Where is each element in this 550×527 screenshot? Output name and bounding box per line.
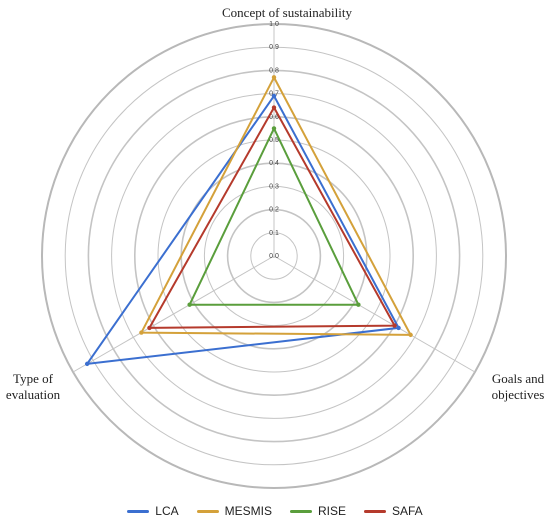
series-mesmis-point [139,330,144,335]
axis-label: Goals and objectives [492,371,545,402]
legend-item-rise: RISE [289,504,346,518]
radar-axis-labels: Concept of sustainability Goals and object… [6,5,545,402]
series-lca-point [84,361,90,367]
legend-swatch [289,509,312,513]
legend-label: SAFA [392,504,423,518]
legend: LCA MESMIS RISE SAFA [0,504,550,518]
series-mesmis-line [140,76,412,336]
tick-label: 0.9 [269,44,279,51]
legend-label: MESMIS [224,504,272,518]
axis-label: Concept of sustainability [222,5,352,20]
legend-item-mesmis: MESMIS [196,504,272,518]
radar-axes [72,24,476,373]
tick-label: 0.6 [269,114,279,121]
tick-label: 0.0 [269,253,279,260]
legend-label: RISE [317,504,346,518]
series-mesmis-point [408,332,413,338]
series-mesmis-point [271,75,277,80]
series-rise-point [356,302,361,307]
series-rise-point [187,302,192,307]
series-lca-point [271,93,277,99]
tick-label: 0.5 [269,137,279,144]
series-lca-line [86,94,400,365]
series-safa-line [148,106,396,329]
tick-label: 1.0 [269,21,279,28]
legend-swatch [127,509,150,513]
series-rise-point [271,126,277,131]
series-rise-line [188,127,360,306]
series-lca-point [396,325,401,331]
tick-label: 0.1 [269,230,279,237]
tick-label: 0.8 [269,67,279,74]
radar-chart: 0.00.10.20.30.40.50.60.70.80.91.0 Concep… [6,5,545,489]
axis-spoke [273,255,476,373]
radar-series [84,75,413,367]
axis-label: Type of evaluation [6,371,61,402]
tick-label: 0.4 [269,160,279,167]
legend-swatch [364,509,386,513]
tick-label: 0.2 [269,207,279,214]
tick-label: 0.3 [269,183,279,190]
series-safa-point [147,325,152,331]
axis-spoke [72,255,275,373]
legend-item-safa: SAFA [364,504,423,518]
series-safa-point [271,105,277,110]
legend-item-lca: LCA [127,504,179,518]
series-safa-point [392,323,397,328]
legend-label: LCA [155,504,179,518]
legend-swatch [196,509,219,513]
